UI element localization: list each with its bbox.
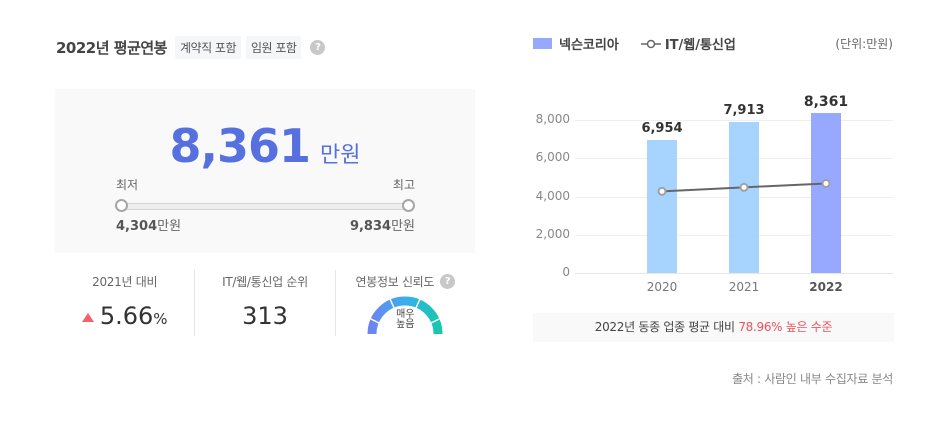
- stat-rank-label: IT/웹/통신업 순위: [222, 275, 308, 289]
- salary-range-bar: [121, 203, 407, 210]
- y-tick: 4,000: [535, 189, 570, 203]
- legend-series2: IT/웹/통신업: [664, 38, 736, 53]
- legend-line-marker-icon: [640, 39, 661, 48]
- range-min-knob: [115, 199, 128, 212]
- stat-reliability-label: 연봉정보 신뢰도: [355, 275, 435, 289]
- average-salary-box: 8,361 만원 최저 최고 4,304만원 9,834만원: [55, 89, 475, 253]
- unit-note: (단위:만원): [835, 37, 893, 51]
- industry-line: [657, 178, 831, 196]
- chart-legend: 넥슨코리아 IT/웹/통신업: [533, 34, 736, 53]
- bar-2021: [729, 121, 759, 273]
- min-salary-unit: 만원: [157, 219, 182, 234]
- y-tick: 0: [562, 265, 570, 279]
- x-label-2022: 2022: [809, 280, 843, 294]
- max-salary: 9,834만원: [350, 215, 415, 234]
- average-salary-value: 8,361: [169, 119, 312, 173]
- max-salary-unit: 만원: [391, 219, 415, 234]
- max-label: 최고: [392, 178, 415, 192]
- tag-contract-included: 계약직 포함: [174, 35, 241, 59]
- x-label-2021: 2021: [728, 280, 760, 294]
- legend-series1: 넥슨코리아: [559, 38, 619, 53]
- stats-row: 2021년 대비 5.66% IT/웹/통신업 순위 313 연봉정보 신뢰도 …: [55, 270, 475, 336]
- industry-comparison: 2022년 동종 업종 평균 대비 78.96% 높은 수준: [533, 313, 894, 342]
- range-max-knob: [402, 199, 415, 212]
- question-circle-icon[interactable]: ?: [310, 39, 326, 55]
- stat-rank-value: 313: [242, 302, 288, 330]
- stat-yoy: 2021년 대비 5.66%: [55, 270, 194, 336]
- salary-chart: 0 2,000 4,000 6,000 8,000 6,954 7,913 8,36…: [520, 85, 910, 300]
- gauge-arc-icon: [367, 296, 444, 334]
- min-salary-value: 4,304: [116, 219, 158, 234]
- stat-yoy-label: 2021년 대비: [92, 275, 158, 289]
- y-tick: 8,000: [535, 112, 570, 126]
- comparison-prefix: 2022년 동종 업종 평균 대비: [594, 320, 739, 334]
- x-label-2020: 2020: [646, 280, 678, 294]
- reliability-gauge: 매우 높음: [367, 296, 444, 334]
- bar-value-label: 8,361: [803, 94, 849, 111]
- triangle-up-icon: [81, 313, 94, 322]
- stat-yoy-value: 5.66%: [55, 302, 194, 330]
- question-circle-icon[interactable]: ?: [440, 274, 456, 289]
- source-note: 출처 : 사람인 내부 수집자료 분석: [732, 372, 893, 386]
- tag-executive-included: 임원 포함: [246, 35, 302, 59]
- min-salary: 4,304만원: [116, 215, 181, 234]
- gridline: [575, 273, 893, 274]
- stat-reliability: 연봉정보 신뢰도 ? 매우 높음: [334, 270, 475, 336]
- min-label: 최저: [116, 178, 139, 192]
- bar-2020: [647, 140, 677, 273]
- average-salary-unit: 만원: [320, 143, 361, 168]
- page-title: 2022년 평균연봉: [56, 38, 167, 57]
- y-tick: 2,000: [535, 227, 570, 241]
- max-salary-value: 9,834: [349, 219, 392, 234]
- bar-2022: [811, 113, 841, 273]
- bar-value-label: 7,913: [723, 102, 765, 118]
- gauge-text: 매우 높음: [396, 309, 415, 330]
- comparison-highlight: 78.96% 높은 수준: [738, 320, 833, 334]
- salary-header: 2022년 평균연봉 계약직 포함 임원 포함 ?: [56, 35, 326, 59]
- gridline: [575, 120, 893, 121]
- y-tick: 6,000: [535, 150, 570, 164]
- stat-rank: IT/웹/통신업 순위 313: [194, 270, 334, 336]
- average-salary: 8,361 만원: [55, 119, 475, 173]
- bar-value-label: 6,954: [641, 121, 683, 136]
- legend-bar-swatch-icon: [533, 38, 552, 49]
